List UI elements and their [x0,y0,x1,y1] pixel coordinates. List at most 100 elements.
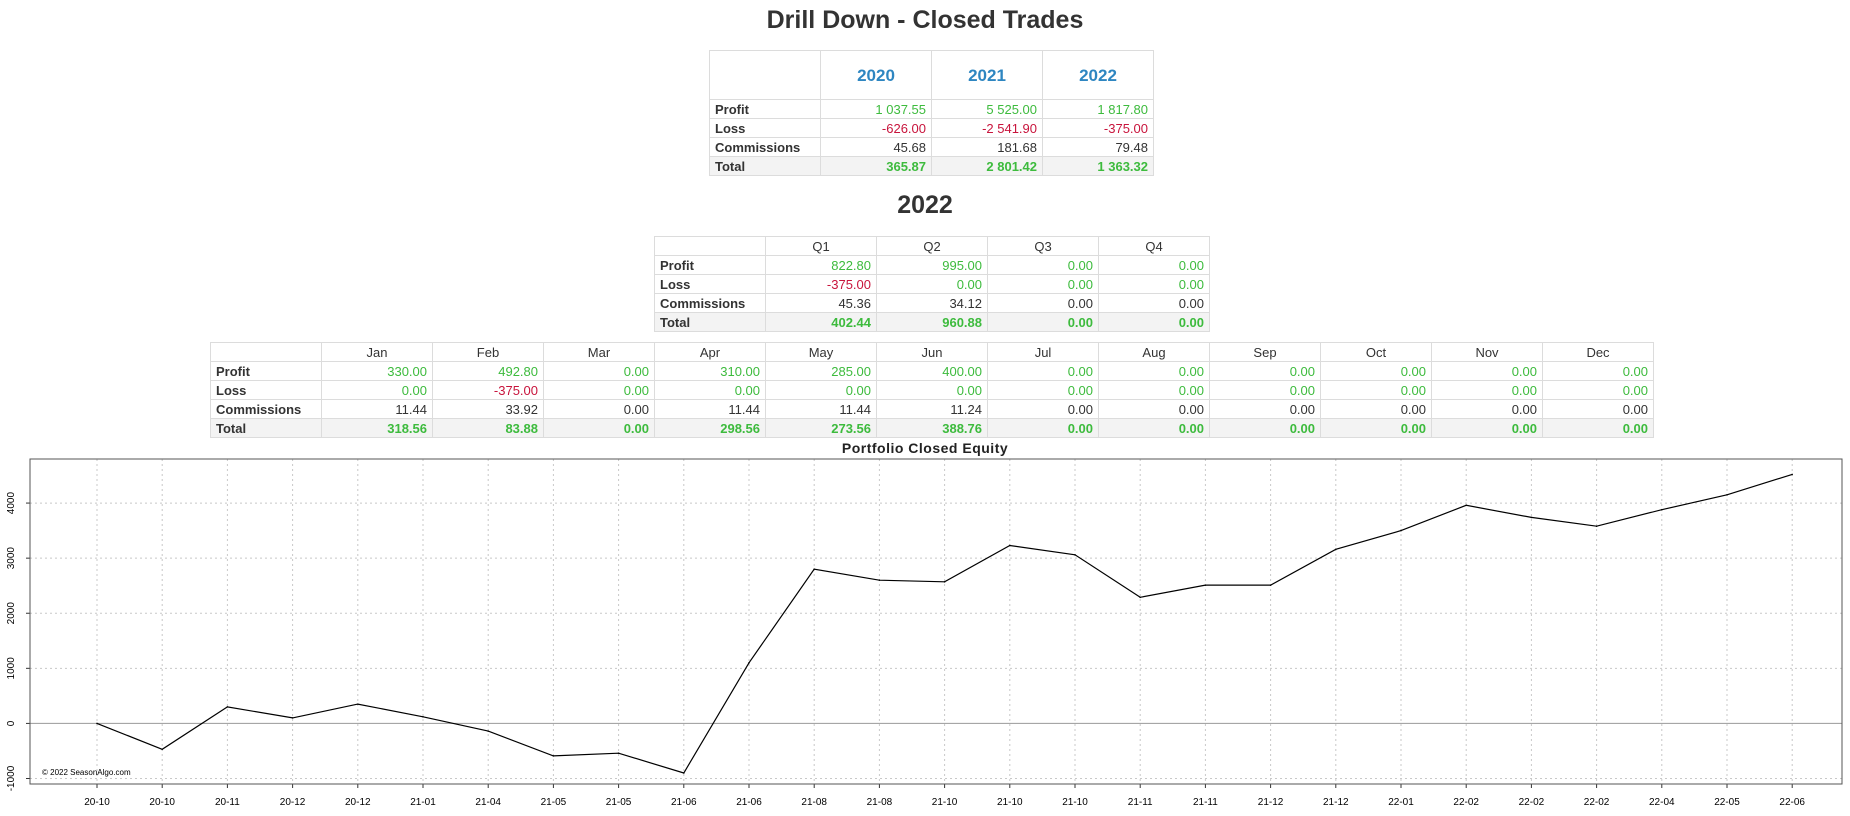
table-cell: 0.00 [987,399,1099,419]
table-cell: 0.00 [987,418,1099,438]
x-tick-label: 21-10 [932,797,958,808]
x-tick-label: 22-05 [1714,797,1740,808]
x-tick-label: 21-10 [997,797,1023,808]
quarterly-summary-table: Q1 Q2 Q3 Q4 Profit 822.80 995.00 0.00 0.00 Loss -… [654,236,1210,332]
table-cell: 181.68 [931,137,1043,157]
equity-point [1400,529,1402,532]
table-cell: 0.00 [765,380,877,400]
table-cell: -626.00 [820,118,932,138]
table-cell: 365.87 [820,156,932,176]
equity-point [1726,494,1728,496]
table-cell: 0.00 [1098,380,1210,400]
table-cell: 822.80 [765,255,877,275]
x-tick-label: 20-12 [345,797,371,808]
column-header: 2021 [931,50,1043,100]
table-cell: 995.00 [876,255,988,275]
table-cell: 0.00 [987,312,1099,332]
equity-point [291,717,294,719]
table-cell: 0.00 [1098,274,1210,294]
table-row: Total 318.56 83.88 0.00 298.56 273.56 388.76 0.… [210,418,1654,438]
column-header: Sep [1209,342,1321,362]
monthly-summary-table: Jan Feb Mar Apr May Jun Jul Aug Sep Oct Nov Dec Pro… [210,342,1654,438]
table-cell: 298.56 [654,418,766,438]
table-row: Total 402.44 960.88 0.00 0.00 [654,312,1210,332]
x-tick-label: 22-02 [1453,797,1479,808]
table-cell: 0.00 [1098,418,1210,438]
y-tick-label: 1000 [6,657,17,680]
row-label: Profit [709,99,821,119]
table-cell: 388.76 [876,418,988,438]
table-cell: 34.12 [876,293,988,313]
x-tick-label: 20-10 [149,797,175,808]
row-label: Profit [654,255,766,275]
table-row: Loss -626.00 -2 541.90 -375.00 [709,118,1154,138]
table-cell: 402.44 [765,312,877,332]
equity-point [96,722,98,725]
table-cell: 0.00 [987,361,1099,381]
table-cell: 0.00 [1098,399,1210,419]
column-header: Q2 [876,236,988,256]
equity-point [1139,596,1141,599]
x-tick-label: 21-12 [1323,797,1349,808]
table-cell: 11.44 [765,399,877,419]
equity-point [748,662,750,664]
table-cell: 0.00 [1320,361,1432,381]
x-tick-label: 21-04 [475,797,501,808]
table-cell: 318.56 [321,418,433,438]
equity-chart: -1000 0 1000 2000 3000 4000 20-10 20-10 20-11 20-… [6,458,1843,808]
row-label: Loss [210,380,322,400]
table-cell: 0.00 [1209,380,1321,400]
table-cell: 0.00 [1209,399,1321,419]
table-cell: 0.00 [1098,361,1210,381]
table-cell: 0.00 [543,418,655,438]
table-cell: 960.88 [876,312,988,332]
table-cell: 0.00 [987,293,1099,313]
table-cell: 5 525.00 [931,99,1043,119]
equity-point [1074,554,1076,556]
equity-point [1791,473,1793,476]
table-cell: 0.00 [1209,361,1321,381]
x-tick-label: 22-02 [1584,797,1610,808]
table-cell: 79.48 [1042,137,1154,157]
x-tick-label: 21-01 [410,797,436,808]
column-header: Oct [1320,342,1432,362]
table-cell: 0.00 [1431,361,1543,381]
x-tick-label: 21-11 [1193,797,1218,808]
table-cell: 0.00 [1542,380,1654,400]
table-row: Profit 1 037.55 5 525.00 1 817.80 [709,99,1154,119]
table-cell: 0.00 [1431,399,1543,419]
table-cell: 0.00 [321,380,433,400]
table-cell: 285.00 [765,361,877,381]
table-cell: 0.00 [1542,418,1654,438]
table-cell: 0.00 [876,380,988,400]
row-label: Loss [654,274,766,294]
table-cell: 0.00 [1320,380,1432,400]
x-tick-label: 21-10 [1062,797,1088,808]
x-tick-label: 20-11 [215,797,240,808]
column-header: Nov [1431,342,1543,362]
column-header: Aug [1098,342,1210,362]
table-cell: 0.00 [1320,399,1432,419]
equity-point [943,581,946,583]
table-cell: 0.00 [987,255,1099,275]
x-tick-label: 22-04 [1649,797,1675,808]
chart-title: Portfolio Closed Equity [841,440,1009,456]
column-header: 2022 [1042,50,1154,100]
equity-point [226,706,229,708]
column-header: 2020 [820,50,932,100]
column-header: Feb [432,342,544,362]
column-header: Mar [543,342,655,362]
equity-point [1595,525,1598,528]
table-cell: 0.00 [987,380,1099,400]
table-cell: 45.36 [765,293,877,313]
table-cell: 0.00 [1098,312,1210,332]
row-label: Commissions [210,399,322,419]
equity-point [1269,584,1272,586]
y-tick-label: 3000 [6,547,17,570]
corner-cell [210,342,322,362]
table-cell: 400.00 [876,361,988,381]
x-tick-label: 21-06 [736,797,762,808]
table-cell: 1 037.55 [820,99,932,119]
equity-point [1530,516,1533,519]
x-tick-label: 20-12 [280,797,306,808]
